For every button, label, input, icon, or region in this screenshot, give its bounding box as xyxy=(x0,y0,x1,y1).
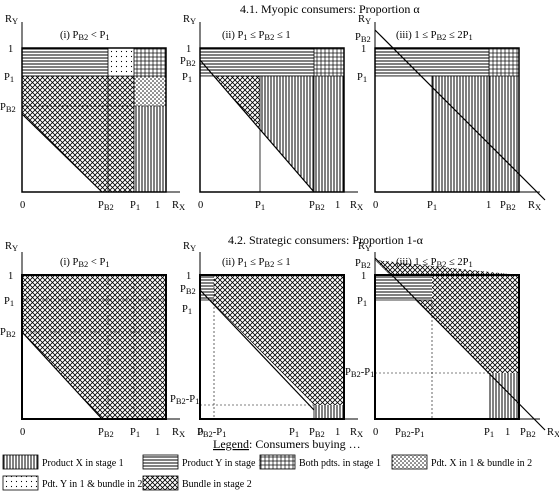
svg-text:1: 1 xyxy=(335,200,340,211)
svg-text:Both pdts. in stage 1: Both pdts. in stage 1 xyxy=(299,458,381,469)
svg-text:(iii) 1 ≤ PB2 ≤ 2P1: (iii) 1 ≤ PB2 ≤ 2P1 xyxy=(396,30,473,42)
svg-text:PB2-P1: PB2-P1 xyxy=(197,427,226,439)
panel-strategic-i xyxy=(21,252,180,420)
svg-text:(iii) 1 ≤ PB2 ≤ 2P1: (iii) 1 ≤ PB2 ≤ 2P1 xyxy=(396,257,473,269)
legend: Legend: Consumers buying … Product X in … xyxy=(2,437,532,491)
svg-text:RX: RX xyxy=(172,427,185,439)
panel-myopic-ii xyxy=(199,22,358,193)
svg-text:1: 1 xyxy=(505,427,510,438)
panel-myopic-iii xyxy=(374,22,546,201)
svg-text:1: 1 xyxy=(8,44,13,55)
svg-text:PB2: PB2 xyxy=(180,56,196,68)
svg-text:PB2: PB2 xyxy=(309,200,325,212)
svg-text:RY: RY xyxy=(5,241,18,253)
panel-label-ii-top: (ii) P1 ≤ PB2 ≤ 1 xyxy=(222,30,291,42)
svg-text:1: 1 xyxy=(155,200,160,211)
svg-text:0: 0 xyxy=(373,200,378,211)
svg-text:P1: P1 xyxy=(130,427,140,439)
svg-text:RY: RY xyxy=(183,14,196,26)
legend-title: Legend: Consumers buying … xyxy=(213,437,361,451)
svg-text:P1: P1 xyxy=(182,304,192,316)
section-title-strategic: 4.2. Strategic consumers: Proportion 1-α xyxy=(228,233,424,247)
svg-text:PB2: PB2 xyxy=(98,200,114,212)
panel-label-i-top: (i) PB2 < P1 xyxy=(60,30,110,42)
svg-text:P1: P1 xyxy=(357,72,367,84)
svg-text:RX: RX xyxy=(350,200,363,212)
legend-item-both-products-stage1: Both pdts. in stage 1 xyxy=(259,454,381,470)
svg-text:(i) PB2 < P1: (i) PB2 < P1 xyxy=(60,257,110,269)
panel-label-iii-top: (iii) 1 ≤ PB2 ≤ 2P1 xyxy=(396,30,473,42)
legend-item-y-then-bundle: Pdt. Y in 1 & bundle in 2 xyxy=(2,475,142,491)
svg-text:1: 1 xyxy=(361,44,366,55)
svg-text:Product Y in stage 1: Product Y in stage 1 xyxy=(182,458,263,469)
svg-text:Bundle in stage 2: Bundle in stage 2 xyxy=(182,479,252,490)
svg-text:RX: RX xyxy=(172,200,185,212)
svg-text:P1: P1 xyxy=(484,427,494,439)
svg-text:(ii) P1 ≤ PB2 ≤ 1: (ii) P1 ≤ PB2 ≤ 1 xyxy=(222,30,291,42)
svg-text:PB2: PB2 xyxy=(0,327,16,339)
svg-text:PB2: PB2 xyxy=(355,32,371,44)
svg-text:RX: RX xyxy=(350,427,363,439)
section-title-myopic: 4.1. Myopic consumers: Proportion α xyxy=(240,2,420,16)
svg-text:RY: RY xyxy=(358,241,371,253)
svg-text:PB2-P1: PB2-P1 xyxy=(395,427,424,439)
svg-text:1: 1 xyxy=(335,427,340,438)
panel-label-ii-bottom: (ii) P1 ≤ PB2 ≤ 1 xyxy=(222,257,291,269)
svg-text:RY: RY xyxy=(183,241,196,253)
svg-text:1: 1 xyxy=(8,271,13,282)
panel-strategic-iii xyxy=(374,252,546,431)
svg-text:P1: P1 xyxy=(182,72,192,84)
svg-text:0: 0 xyxy=(198,427,203,438)
svg-text:0: 0 xyxy=(373,427,378,438)
svg-text:PB2: PB2 xyxy=(309,427,325,439)
svg-text:RX: RX xyxy=(528,200,541,212)
legend-item-product-x-stage1: Product X in stage 1 xyxy=(2,454,124,470)
svg-text:PB2: PB2 xyxy=(500,200,516,212)
svg-text:1: 1 xyxy=(361,271,366,282)
panel-label-i-bottom: (i) PB2 < P1 xyxy=(60,257,110,269)
svg-text:PB2: PB2 xyxy=(98,427,114,439)
svg-text:PB2: PB2 xyxy=(0,102,16,114)
svg-text:P1: P1 xyxy=(357,296,367,308)
svg-text:PB2: PB2 xyxy=(355,258,371,270)
axis-labels-row1: RY RY RY 1 1 1 P1 P1 P1 PB2 PB2 PB2 0 0 … xyxy=(0,14,541,212)
panel-label-iii-bottom: (iii) 1 ≤ PB2 ≤ 2P1 xyxy=(396,257,473,269)
svg-text:Pdt. Y in 1 & bundle in 2: Pdt. Y in 1 & bundle in 2 xyxy=(42,479,142,490)
svg-text:0: 0 xyxy=(20,427,25,438)
svg-text:PB2: PB2 xyxy=(520,427,536,439)
panel-strategic-ii xyxy=(199,252,358,420)
svg-text:RY: RY xyxy=(358,14,371,26)
svg-text:P1: P1 xyxy=(427,200,437,212)
svg-text:1: 1 xyxy=(486,200,491,211)
svg-text:Pdt. X in 1 & bundle in 2: Pdt. X in 1 & bundle in 2 xyxy=(431,458,532,469)
svg-text:RY: RY xyxy=(5,14,18,26)
svg-text:0: 0 xyxy=(198,200,203,211)
svg-text:RX: RX xyxy=(547,427,559,439)
svg-text:P1: P1 xyxy=(130,200,140,212)
svg-text:PB2-P1: PB2-P1 xyxy=(170,394,199,406)
svg-text:1: 1 xyxy=(186,44,191,55)
svg-text:(i) PB2 < P1: (i) PB2 < P1 xyxy=(60,30,110,42)
svg-text:1: 1 xyxy=(155,427,160,438)
svg-text:P1: P1 xyxy=(4,296,14,308)
svg-text:P1: P1 xyxy=(4,72,14,84)
svg-text:1: 1 xyxy=(186,271,191,282)
legend-item-product-y-stage1: Product Y in stage 1 xyxy=(142,454,263,470)
svg-text:P1: P1 xyxy=(289,427,299,439)
svg-text:(ii) P1 ≤ PB2 ≤ 1: (ii) P1 ≤ PB2 ≤ 1 xyxy=(222,257,291,269)
legend-item-bundle-stage2: Bundle in stage 2 xyxy=(142,475,252,491)
svg-text:Product X in stage 1: Product X in stage 1 xyxy=(42,458,124,469)
panel-myopic-i xyxy=(21,22,180,193)
svg-text:0: 0 xyxy=(20,200,25,211)
axis-labels-row2: RY RY RY 1 1 1 P1 P1 P1 PB2 PB2 PB2 PB2-… xyxy=(0,241,559,439)
svg-text:PB2-P1: PB2-P1 xyxy=(345,367,374,379)
legend-item-x-then-bundle: Pdt. X in 1 & bundle in 2 xyxy=(391,454,532,470)
svg-text:PB2: PB2 xyxy=(180,284,196,296)
svg-text:P1: P1 xyxy=(255,200,265,212)
